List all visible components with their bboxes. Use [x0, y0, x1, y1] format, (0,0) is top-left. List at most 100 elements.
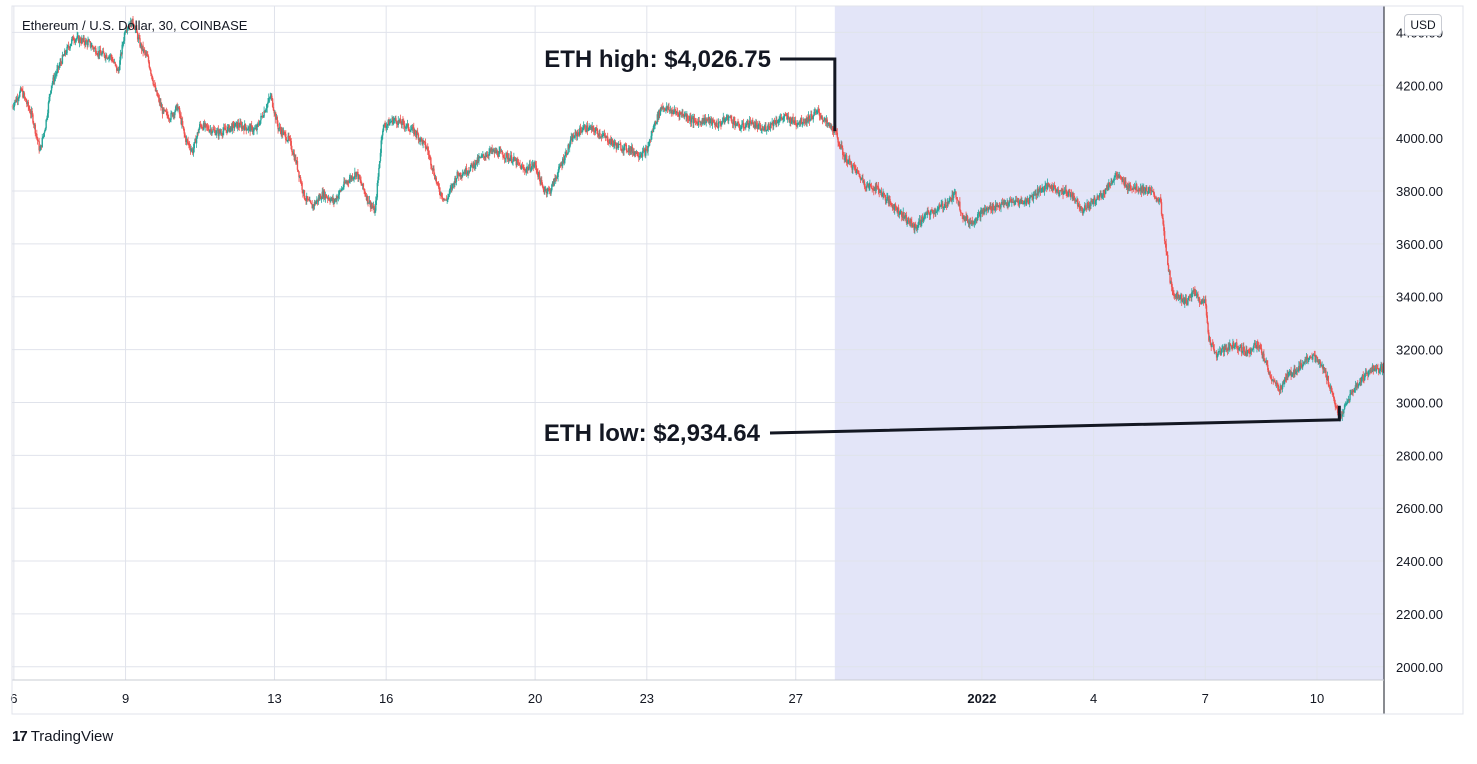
candle-body [822, 119, 825, 122]
candle-body [216, 129, 219, 131]
candle-body [1280, 386, 1282, 389]
candle-body [1262, 353, 1264, 359]
candle-body [800, 117, 803, 124]
highlight-region-layer [834, 6, 1384, 680]
candle-body [1153, 194, 1156, 198]
candle-body [474, 165, 476, 168]
candle-body [965, 216, 967, 221]
candle-body [163, 108, 165, 111]
candle-body [596, 130, 599, 135]
candle-body [897, 207, 899, 212]
candle-body [76, 36, 78, 39]
candle-body [1318, 360, 1320, 364]
candle-body [641, 151, 644, 157]
candle-body [68, 47, 71, 49]
candle-body [797, 122, 800, 124]
candle-body [382, 130, 384, 136]
candle-body [245, 127, 247, 131]
candle-body [584, 125, 586, 131]
candle-body [957, 200, 960, 205]
candle-body [793, 121, 795, 124]
candle-body [167, 115, 169, 119]
candle-body [71, 36, 74, 40]
candle-body [840, 145, 842, 149]
candle-body [239, 122, 241, 128]
x-tick-label: 6 [10, 691, 17, 706]
candle-body [770, 123, 773, 125]
candle-body [365, 195, 368, 201]
candle-body [1229, 343, 1232, 346]
candle-body [1271, 380, 1274, 382]
candle-body [1312, 354, 1315, 356]
candle-body [960, 212, 963, 214]
candle-body [1104, 193, 1106, 195]
candle-body [652, 126, 655, 132]
candle-body [338, 190, 341, 195]
candle-body [905, 214, 908, 223]
tradingview-brand[interactable]: 17 TradingView [12, 728, 113, 745]
candle-body [405, 126, 407, 128]
candle-body [1216, 355, 1219, 358]
candle-body [101, 53, 103, 56]
candle-body [375, 200, 377, 211]
candle-body [431, 168, 434, 171]
candle-body [78, 38, 81, 43]
candle-body [530, 169, 532, 171]
candle-body [662, 107, 664, 109]
candle-body [890, 203, 893, 207]
candle-body [938, 205, 940, 208]
candle-body [1282, 383, 1285, 385]
candle-body [946, 201, 949, 207]
candle-body [720, 123, 722, 126]
candle-body [722, 117, 724, 122]
candle-body [115, 64, 117, 66]
candle-body [1022, 203, 1025, 205]
candle-body [1207, 323, 1209, 333]
candle-body [368, 202, 370, 204]
candle-body [1270, 377, 1272, 379]
candle-body [1302, 364, 1304, 368]
candle-body [102, 51, 104, 54]
candle-body [379, 152, 382, 162]
candle-body [513, 156, 516, 161]
candle-body [416, 131, 418, 136]
candle-body [1219, 350, 1221, 352]
candle-body [1314, 355, 1316, 362]
symbol-label[interactable]: Ethereum / U.S. Dollar, 30, COINBASE [22, 18, 248, 33]
candle-body [1322, 367, 1325, 370]
candle-body [513, 156, 515, 159]
candle-body [737, 121, 739, 123]
candle-body [800, 117, 802, 124]
currency-button[interactable]: USD [1404, 14, 1442, 36]
candle-body [581, 130, 583, 133]
candle-body [663, 107, 666, 110]
candle-body [871, 188, 873, 190]
candle-body [1205, 299, 1207, 306]
candle-body [551, 184, 553, 190]
candle-body [534, 162, 537, 166]
candle-body [550, 189, 552, 194]
candle-body [1253, 343, 1256, 345]
candle-body [845, 155, 848, 163]
candle-body [1175, 296, 1177, 299]
candle-body [14, 99, 16, 104]
candle-body [832, 131, 835, 134]
candle-body [381, 135, 383, 141]
candle-body [1174, 294, 1176, 297]
candle-body [1143, 186, 1146, 193]
candle-body [762, 129, 765, 131]
candle-body [591, 126, 593, 131]
candle-body [860, 178, 863, 180]
candle-body [915, 226, 918, 229]
candle-body [1249, 352, 1251, 354]
candle-body [207, 126, 209, 130]
candle-body [1075, 200, 1077, 202]
candle-body [60, 62, 63, 64]
candle-body [15, 99, 17, 102]
candle-body [229, 127, 231, 132]
candle-body [1234, 343, 1236, 347]
candle-body [1380, 366, 1382, 368]
candle-body [1239, 347, 1241, 349]
